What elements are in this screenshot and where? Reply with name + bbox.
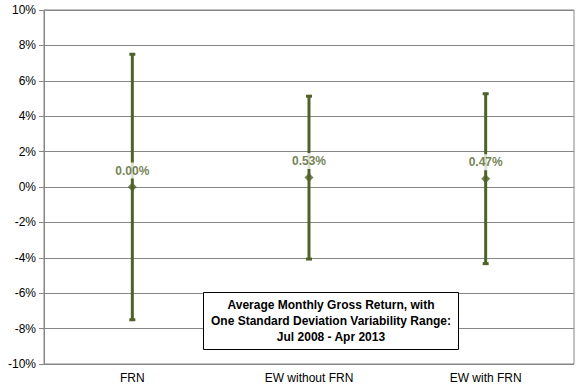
svg-text:-8%: -8% [15, 322, 37, 336]
svg-text:Jul 2008 - Apr 2013: Jul 2008 - Apr 2013 [277, 330, 386, 344]
svg-text:0.47%: 0.47% [469, 155, 503, 169]
svg-text:-2%: -2% [15, 215, 37, 229]
svg-text:0.00%: 0.00% [115, 164, 149, 178]
svg-text:Average Monthly Gross Return,: Average Monthly Gross Return, with [228, 298, 435, 312]
svg-text:0.53%: 0.53% [292, 154, 326, 168]
svg-text:6%: 6% [19, 74, 37, 88]
svg-text:EW with FRN: EW with FRN [450, 371, 522, 384]
svg-text:-4%: -4% [15, 251, 37, 265]
svg-text:-6%: -6% [15, 286, 37, 300]
svg-text:8%: 8% [19, 38, 37, 52]
svg-text:10%: 10% [12, 3, 36, 17]
svg-text:4%: 4% [19, 109, 37, 123]
svg-text:-10%: -10% [8, 357, 36, 371]
svg-text:One Standard Deviation Variabi: One Standard Deviation Variability Range… [211, 314, 451, 328]
svg-text:FRN: FRN [120, 371, 145, 384]
svg-text:2%: 2% [19, 145, 37, 159]
svg-text:0%: 0% [19, 180, 37, 194]
svg-text:EW without FRN: EW without FRN [265, 371, 354, 384]
